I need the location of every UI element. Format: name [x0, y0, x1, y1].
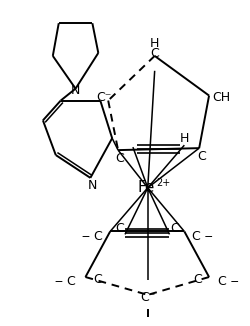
Text: C: C	[92, 273, 101, 286]
Text: C: C	[115, 152, 124, 165]
Text: C: C	[196, 150, 205, 163]
Text: CH: CH	[211, 91, 229, 104]
Text: Fe: Fe	[136, 180, 154, 195]
Text: N: N	[87, 179, 97, 192]
Text: C⁻: C⁻	[96, 91, 112, 104]
Text: H: H	[179, 132, 188, 145]
Text: ‒ C: ‒ C	[82, 230, 102, 243]
Text: C: C	[192, 273, 201, 286]
Text: H: H	[150, 37, 159, 50]
Text: C: C	[170, 222, 178, 235]
Text: C⁻: C⁻	[140, 291, 155, 304]
Text: C: C	[150, 48, 158, 60]
Text: 2+: 2+	[156, 178, 170, 188]
Text: C ‒: C ‒	[191, 230, 212, 243]
Text: C ‒: C ‒	[218, 275, 238, 289]
Text: C: C	[115, 222, 124, 235]
Text: ‒ C: ‒ C	[55, 275, 76, 289]
Text: N: N	[70, 84, 80, 97]
